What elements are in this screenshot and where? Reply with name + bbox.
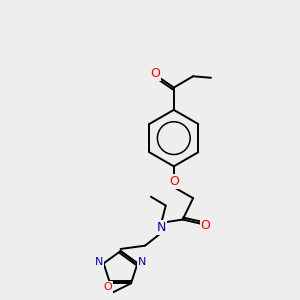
- Text: O: O: [201, 219, 211, 232]
- Text: N: N: [95, 257, 103, 267]
- Text: O: O: [150, 67, 160, 80]
- Text: N: N: [138, 257, 146, 267]
- Text: O: O: [103, 282, 112, 292]
- Text: N: N: [157, 221, 166, 234]
- Text: O: O: [169, 175, 179, 188]
